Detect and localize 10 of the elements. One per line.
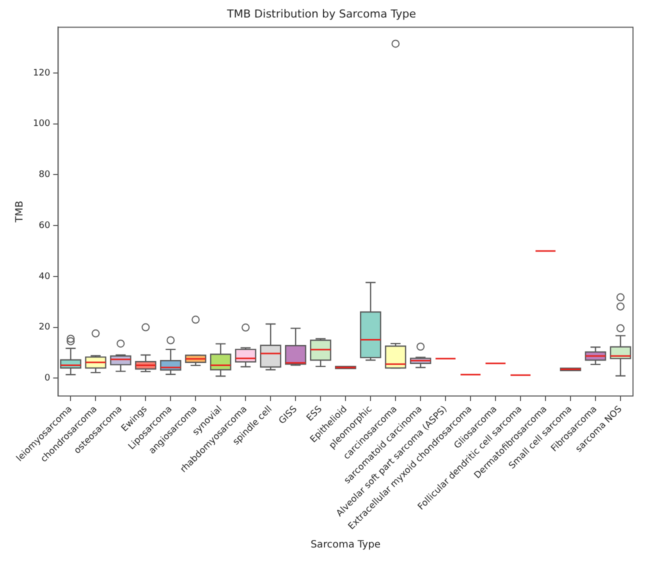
y-axis-title: TMB [14,200,26,224]
y-tick-label: 40 [38,272,50,282]
y-tick-label: 100 [32,119,50,130]
y-tick-label: 120 [32,68,50,78]
y-tick-label: 20 [38,322,50,333]
chart-title: TMB Distribution by Sarcoma Type [226,7,416,20]
x-axis-title: Sarcoma Type [310,540,381,551]
y-tick-label: 0 [44,374,50,384]
y-tick-label: 80 [38,170,50,180]
y-tick-label: 60 [38,220,50,231]
